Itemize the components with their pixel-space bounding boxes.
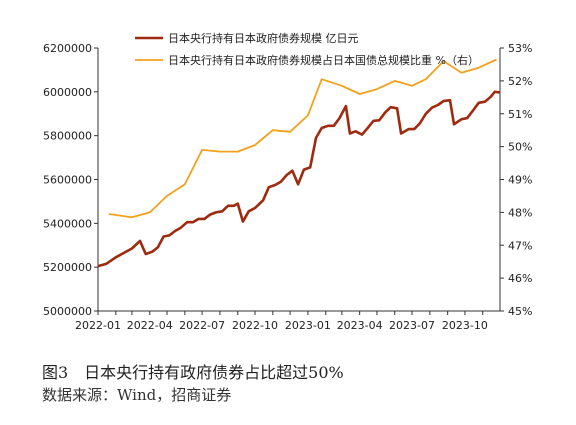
figure-source: 数据来源：Wind，招商证券 <box>42 386 232 404</box>
right-tick-label: 53% <box>508 42 532 55</box>
x-tick-label: 2023-01 <box>285 319 331 332</box>
series-layer <box>97 58 501 268</box>
right-axis-ticks: 45% 46% 47% 48% 49% 50% 51% 52% 53% <box>500 42 532 318</box>
right-tick-label: 51% <box>508 108 532 121</box>
x-tick-label: 2023-04 <box>337 319 383 332</box>
legend-label-holdings: 日本央行持有日本政府债券规模 亿日元 <box>168 31 359 45</box>
left-axis-ticks: 5000000 5200000 5400000 5600000 5800000 60000… <box>43 42 98 318</box>
left-tick-label: 5200000 <box>43 261 92 274</box>
x-tick-label: 2023-10 <box>442 319 488 332</box>
x-tick-label: 2023-07 <box>389 319 435 332</box>
x-tick-label: 2022-07 <box>179 319 225 332</box>
legend-label-share: 日本央行持有日本政府债券规模占日本国债总规模比重 %（右） <box>168 53 479 67</box>
x-tick-label: 2022-04 <box>127 319 173 332</box>
right-tick-label: 48% <box>508 206 532 219</box>
legend-item-share: 日本央行持有日本政府债券规模占日本国债总规模比重 %（右） <box>135 53 479 67</box>
legend-item-holdings: 日本央行持有日本政府债券规模 亿日元 <box>135 31 359 45</box>
series-line-share <box>108 58 497 219</box>
left-tick-label: 5000000 <box>43 305 92 318</box>
x-axis-ticks: 2022-01 2022-04 2022-07 2022-10 2023-01 2023-… <box>75 311 488 332</box>
right-tick-label: 49% <box>508 174 532 187</box>
right-tick-label: 45% <box>508 305 532 318</box>
left-tick-label: 6000000 <box>43 86 92 99</box>
legend: 日本央行持有日本政府债券规模 亿日元 日本央行持有日本政府债券规模占日本国债总规… <box>135 31 479 67</box>
x-tick-label: 2022-01 <box>75 319 121 332</box>
left-tick-label: 5800000 <box>43 130 92 143</box>
series-line-holdings <box>97 90 501 268</box>
figure-title: 图3 日本央行持有政府债券占比超过50% <box>42 363 344 382</box>
right-tick-label: 52% <box>508 75 532 88</box>
left-tick-label: 5600000 <box>43 174 92 187</box>
right-tick-label: 50% <box>508 141 532 154</box>
right-tick-label: 46% <box>508 272 532 285</box>
chart: 5000000 5200000 5400000 5600000 5800000 60000… <box>43 31 532 332</box>
left-tick-label: 5400000 <box>43 217 92 230</box>
right-tick-label: 47% <box>508 239 532 252</box>
left-tick-label: 6200000 <box>43 42 92 55</box>
x-tick-label: 2022-10 <box>232 319 278 332</box>
